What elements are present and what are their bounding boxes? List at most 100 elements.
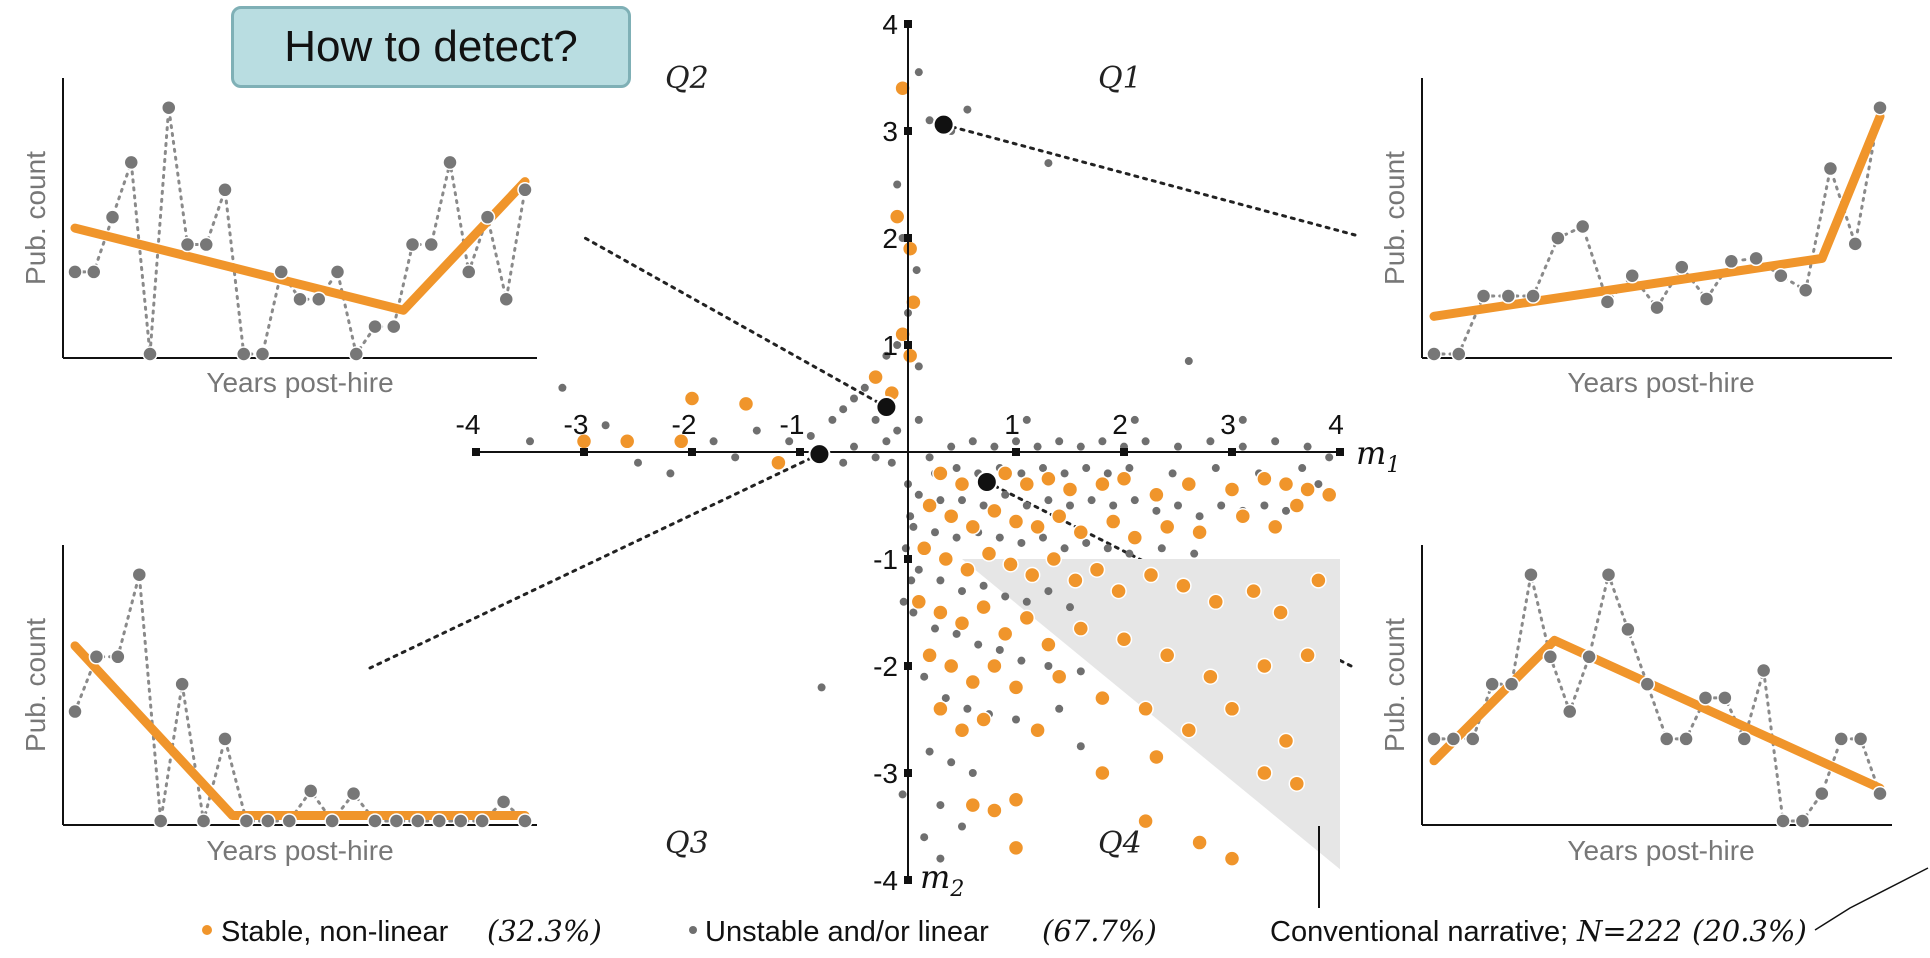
point-stable: [683, 390, 701, 407]
inset-point: [1426, 731, 1442, 747]
point-unstable: [914, 415, 923, 424]
point-unstable: [1098, 437, 1107, 446]
legend-unstable-marker: [689, 926, 697, 934]
point-stable: [996, 465, 1014, 482]
point-stable: [1256, 764, 1273, 782]
y-tick-mark: [904, 555, 912, 563]
inset-point: [152, 813, 169, 829]
point-unstable: [1125, 464, 1134, 473]
inset-point: [217, 182, 233, 198]
legend-unstable-label: Unstable and/or linear: [705, 916, 989, 948]
x-tick-mark: [688, 448, 696, 456]
x-tick-mark: [796, 448, 804, 456]
point-stable: [1223, 700, 1241, 718]
point-stable: [1191, 834, 1208, 851]
point-stable: [953, 614, 971, 632]
inset-point: [498, 291, 514, 308]
point-unstable: [893, 341, 902, 349]
inset-point: [1550, 230, 1566, 246]
point-unstable: [558, 383, 567, 392]
inset-point: [517, 813, 533, 829]
inset-fit-line: [1429, 635, 1885, 793]
point-stable: [1067, 572, 1084, 589]
point-unstable: [1082, 538, 1091, 547]
point-stable: [942, 507, 960, 525]
point-unstable: [850, 442, 858, 451]
point-unstable: [952, 533, 961, 542]
point-unstable: [1282, 506, 1290, 515]
point-stable: [1137, 700, 1154, 718]
quadrant-label-q4: Q4: [1098, 826, 1142, 861]
x-tick-mark: [472, 448, 480, 456]
inset-point: [1574, 218, 1591, 235]
point-unstable: [1044, 587, 1053, 596]
point-unstable: [925, 116, 934, 125]
point-stable: [1126, 529, 1144, 546]
inset-point: [1794, 813, 1811, 829]
inset-point: [1624, 268, 1640, 284]
point-stable: [986, 657, 1003, 675]
point-stable: [964, 796, 982, 814]
point-unstable: [1298, 464, 1307, 473]
point-stable: [1288, 497, 1306, 514]
point-stable: [1050, 668, 1068, 685]
point-stable: [1310, 572, 1327, 589]
point-unstable: [634, 458, 642, 467]
point-stable: [915, 540, 933, 557]
point-unstable: [1130, 415, 1139, 424]
point-unstable: [1157, 544, 1166, 553]
point-unstable: [995, 645, 1004, 654]
point-unstable: [1130, 496, 1139, 505]
point-stable: [1045, 550, 1063, 568]
point-unstable: [958, 587, 966, 596]
point-unstable: [952, 629, 961, 638]
inset-point: [1561, 703, 1578, 720]
point-stable: [1088, 561, 1106, 578]
inset-point: [1445, 731, 1462, 747]
inset-point: [1847, 236, 1863, 252]
point-unstable: [1017, 469, 1026, 478]
point-stable: [1256, 657, 1273, 675]
point-stable: [1137, 812, 1154, 830]
point-unstable: [1211, 464, 1220, 473]
y-tick-mark: [904, 341, 912, 349]
main-scatter-chart: -4 -3 -2 -1 1 2 3 4 4 3 2 1 -1 -2 -3 -4 m1 m2: [456, 9, 1401, 902]
point-unstable: [1022, 597, 1031, 606]
y-tick-mark: [904, 769, 912, 777]
inset-point: [410, 813, 426, 829]
point-stable: [1007, 513, 1025, 530]
point-unstable: [947, 758, 956, 767]
point-unstable: [601, 421, 610, 430]
inset-point: [292, 291, 308, 308]
y-tick-label: -4: [873, 865, 898, 896]
inset-fit-line: [1429, 111, 1885, 321]
inset-point: [131, 566, 148, 583]
x-axis-label-sub: 1: [1386, 453, 1400, 478]
inset-point: [1465, 731, 1481, 747]
point-stable: [894, 326, 911, 343]
region-note-tail: [1814, 867, 1929, 931]
point-unstable: [882, 351, 891, 360]
point-stable: [1007, 791, 1025, 808]
x-tick-label: 3: [1220, 409, 1236, 440]
x-tick-label: 2: [1112, 409, 1128, 440]
y-tick-mark: [904, 876, 912, 884]
point-stable: [1234, 507, 1252, 525]
inset-point: [1822, 160, 1839, 177]
inset-point: [386, 318, 402, 335]
point-stable: [1072, 620, 1090, 637]
inset-point: [238, 813, 255, 829]
inset-point: [1833, 731, 1849, 747]
y-tick-label: -3: [873, 758, 898, 789]
point-stable: [901, 347, 919, 364]
quadrant-label-q2: Q2: [665, 61, 709, 96]
cluster-center: [975, 470, 998, 493]
point-unstable: [1238, 442, 1247, 451]
point-unstable: [931, 528, 939, 537]
point-unstable: [1184, 357, 1193, 366]
point-unstable: [1017, 656, 1026, 665]
point-unstable: [666, 469, 675, 478]
inset-point: [123, 154, 139, 171]
inset-raw-line: [73, 574, 527, 824]
